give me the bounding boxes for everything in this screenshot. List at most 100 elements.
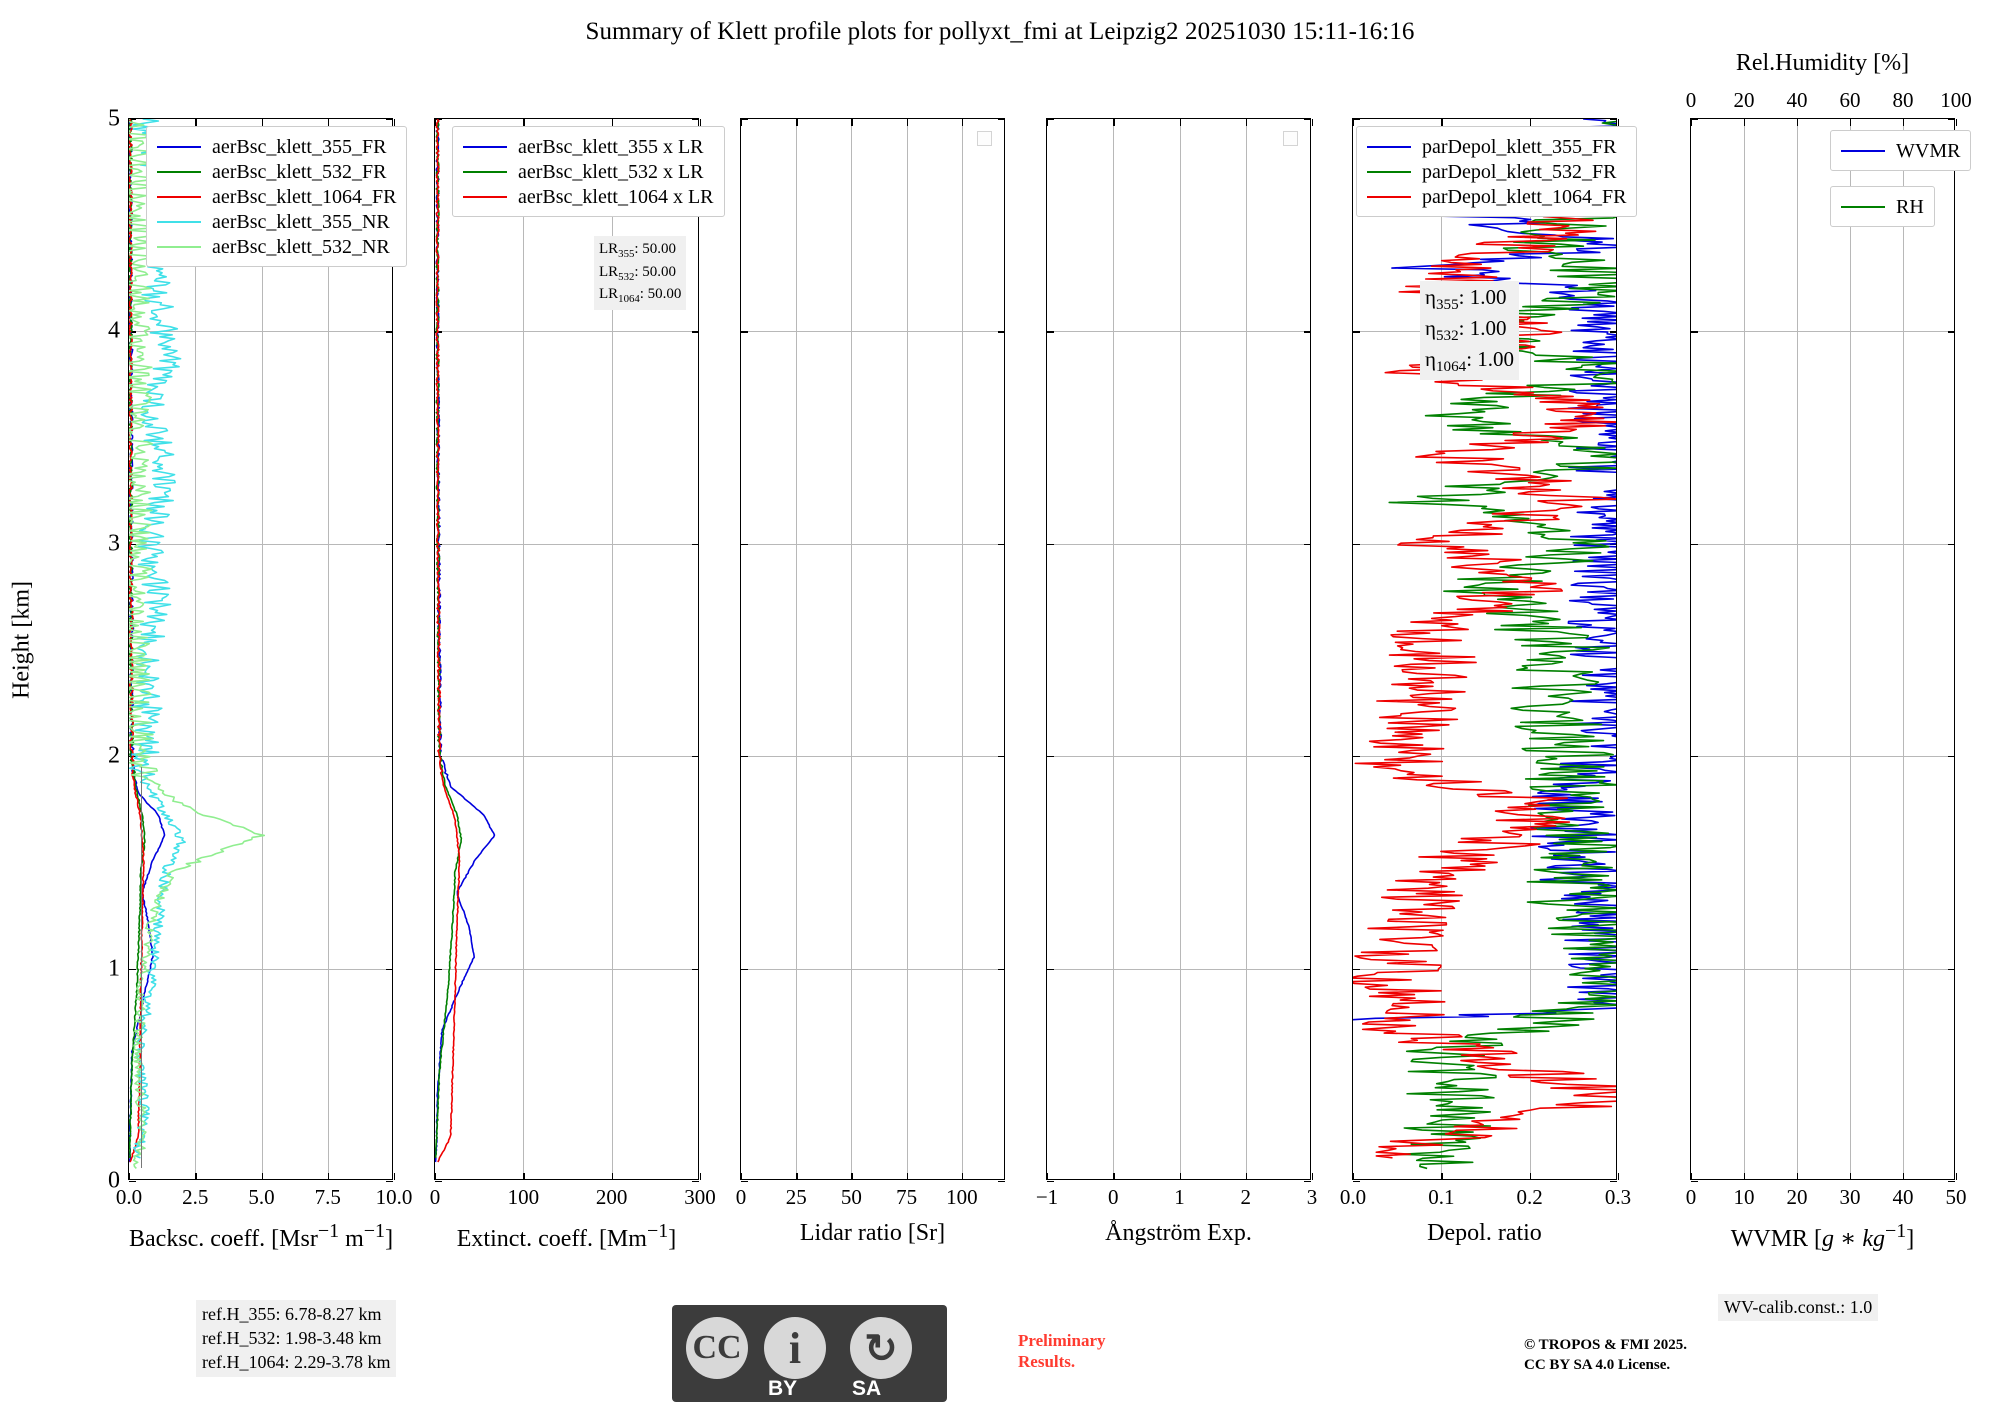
y-tick — [385, 331, 393, 333]
cc-license-badge[interactable]: CC i ↻ BY SA — [672, 1305, 947, 1402]
annotation-line: LR1064: 50.00 — [599, 286, 682, 306]
x-tick-top-label: 20 — [1733, 88, 1755, 112]
x-tick-top — [1850, 118, 1852, 126]
gridline-horizontal — [1047, 968, 1310, 970]
x-tick-label: 0 — [1108, 1185, 1119, 1209]
page-title: Summary of Klett profile plots for polly… — [585, 18, 1415, 45]
x-tick — [1850, 1172, 1852, 1180]
legend-item[interactable]: parDepol_klett_355_FR — [1367, 134, 1626, 159]
y-tick — [691, 543, 699, 546]
y-tick — [1352, 756, 1360, 758]
panel-backscatter: 0 1 2 3 4 5 0.0 2.5 5.0 7.5 10.0 Backsc. coeff. [Ms… — [108, 106, 412, 1253]
legend-label: aerBsc_klett_1064_FR — [212, 185, 397, 208]
cc-glyph-i: i — [788, 1323, 802, 1373]
x-tick — [1245, 1172, 1248, 1180]
y-tick — [740, 756, 748, 758]
preliminary-line-1: Preliminary — [1018, 1331, 1106, 1350]
x-tick — [851, 1172, 853, 1180]
x-tick — [1441, 1172, 1443, 1180]
x-tick — [1353, 1172, 1355, 1180]
gridline-horizontal — [741, 968, 1004, 970]
legend-label: aerBsc_klett_355_NR — [212, 210, 390, 233]
x-tick-label: 5.0 — [248, 1185, 275, 1209]
y-tick — [1690, 543, 1698, 546]
y-tick — [1690, 119, 1698, 121]
annotation-line: η532: 1.00 — [1425, 316, 1507, 345]
x-tick — [327, 118, 330, 126]
x-tick — [523, 1172, 525, 1180]
gridline-horizontal — [741, 543, 1004, 545]
x-axis-label-backscatter: Backsc. coeff. [Msr−1 m−1] — [129, 1220, 394, 1252]
legend-swatch — [157, 245, 201, 248]
gridline-vertical — [523, 119, 525, 1179]
y-tick — [1947, 543, 1955, 546]
panel-extinction: 0 100 200 300 Extinct. coeff. [Mm−1] — [430, 118, 716, 1252]
y-tick — [1046, 756, 1054, 758]
x-tick-top — [1797, 118, 1799, 126]
panel-depol: 0.0 0.1 0.2 0.3 Depol. ratio — [1340, 118, 1631, 1246]
legend-swatch — [1841, 149, 1885, 152]
annotation-line: η1064: 1.00 — [1425, 347, 1515, 376]
x-tick — [261, 1172, 263, 1180]
y-tick — [385, 968, 393, 970]
legend-label: parDepol_klett_355_FR — [1422, 135, 1617, 158]
annotation-depol: η355: 1.00 η532: 1.00 η1064: 1.00 — [1420, 281, 1520, 381]
y-tick — [1303, 543, 1311, 546]
panel-wvmr: 0 10 20 30 40 50 0 20 40 60 80 100 Rel.Humidity [%] W… — [1686, 50, 1972, 1252]
x-tick-top — [1744, 118, 1746, 126]
figure-canvas: Summary of Klett profile plots for polly… — [9, 18, 1972, 1402]
legend-item[interactable]: WVMR — [1841, 138, 1960, 163]
legend-item[interactable]: aerBsc_klett_532_FR — [157, 159, 396, 184]
y-tick — [997, 1181, 1005, 1183]
legend-wvmr-0: WVMR — [1830, 130, 1972, 171]
legend-item[interactable]: parDepol_klett_1064_FR — [1367, 184, 1626, 209]
panel-lidar-ratio: 0 25 50 75 100 Lidar ratio [Sr] — [736, 118, 1005, 1246]
gridline-vertical — [1850, 119, 1851, 1179]
legend-item[interactable]: aerBsc_klett_532 x LR — [463, 159, 714, 184]
legend-item[interactable]: RH — [1841, 194, 1924, 219]
x-tick — [961, 1172, 964, 1180]
x-tick-label: 40 — [1892, 1185, 1914, 1209]
y-tick — [691, 756, 699, 758]
x-tick — [195, 118, 197, 126]
x-tick-label: 100 — [507, 1185, 540, 1209]
gridline-horizontal — [435, 331, 698, 333]
y-tick — [691, 1181, 699, 1183]
x-tick-label: 50 — [1945, 1185, 1967, 1209]
y-tick — [434, 968, 442, 970]
gridline-horizontal — [1353, 543, 1616, 545]
y-tick — [1609, 1181, 1617, 1183]
legend-label: aerBsc_klett_355_FR — [212, 135, 387, 158]
x-tick — [1691, 1172, 1693, 1180]
gridline-vertical — [1529, 119, 1531, 1179]
legend-item[interactable]: parDepol_klett_532_FR — [1367, 159, 1626, 184]
legend-item[interactable]: aerBsc_klett_355_FR — [157, 134, 396, 159]
gridline-horizontal — [1691, 756, 1954, 758]
x-tick — [1618, 1172, 1620, 1180]
annotation-line: LR532: 50.00 — [599, 263, 677, 283]
y-tick — [997, 756, 1005, 758]
legend-item[interactable]: aerBsc_klett_355_NR — [157, 209, 396, 234]
x-tick-label: 300 — [684, 1185, 716, 1209]
legend-item[interactable]: aerBsc_klett_532_NR — [157, 234, 396, 259]
gridline-horizontal — [435, 968, 698, 970]
gridline-vertical — [851, 119, 853, 1179]
legend-swatch — [157, 170, 201, 173]
x-tick — [906, 118, 908, 126]
y-tick — [1947, 331, 1955, 333]
legend-item[interactable]: aerBsc_klett_1064_FR — [157, 184, 396, 209]
x-tick — [394, 118, 396, 126]
x-tick-label: 20 — [1786, 1185, 1808, 1209]
gridline-vertical — [1441, 119, 1443, 1179]
y-tick-label: 2 — [108, 742, 120, 769]
legend-item[interactable]: aerBsc_klett_355 x LR — [463, 134, 714, 159]
y-tick — [128, 968, 136, 970]
y-tick — [1046, 543, 1054, 546]
x-tick-label: 0 — [1685, 1185, 1697, 1209]
x-tick — [741, 118, 743, 126]
y-tick — [997, 543, 1005, 546]
x-tick — [1113, 1172, 1115, 1180]
legend-swatch — [1367, 195, 1411, 198]
legend-item[interactable]: aerBsc_klett_1064 x LR — [463, 184, 714, 209]
preliminary-line-2: Results. — [1018, 1352, 1076, 1372]
